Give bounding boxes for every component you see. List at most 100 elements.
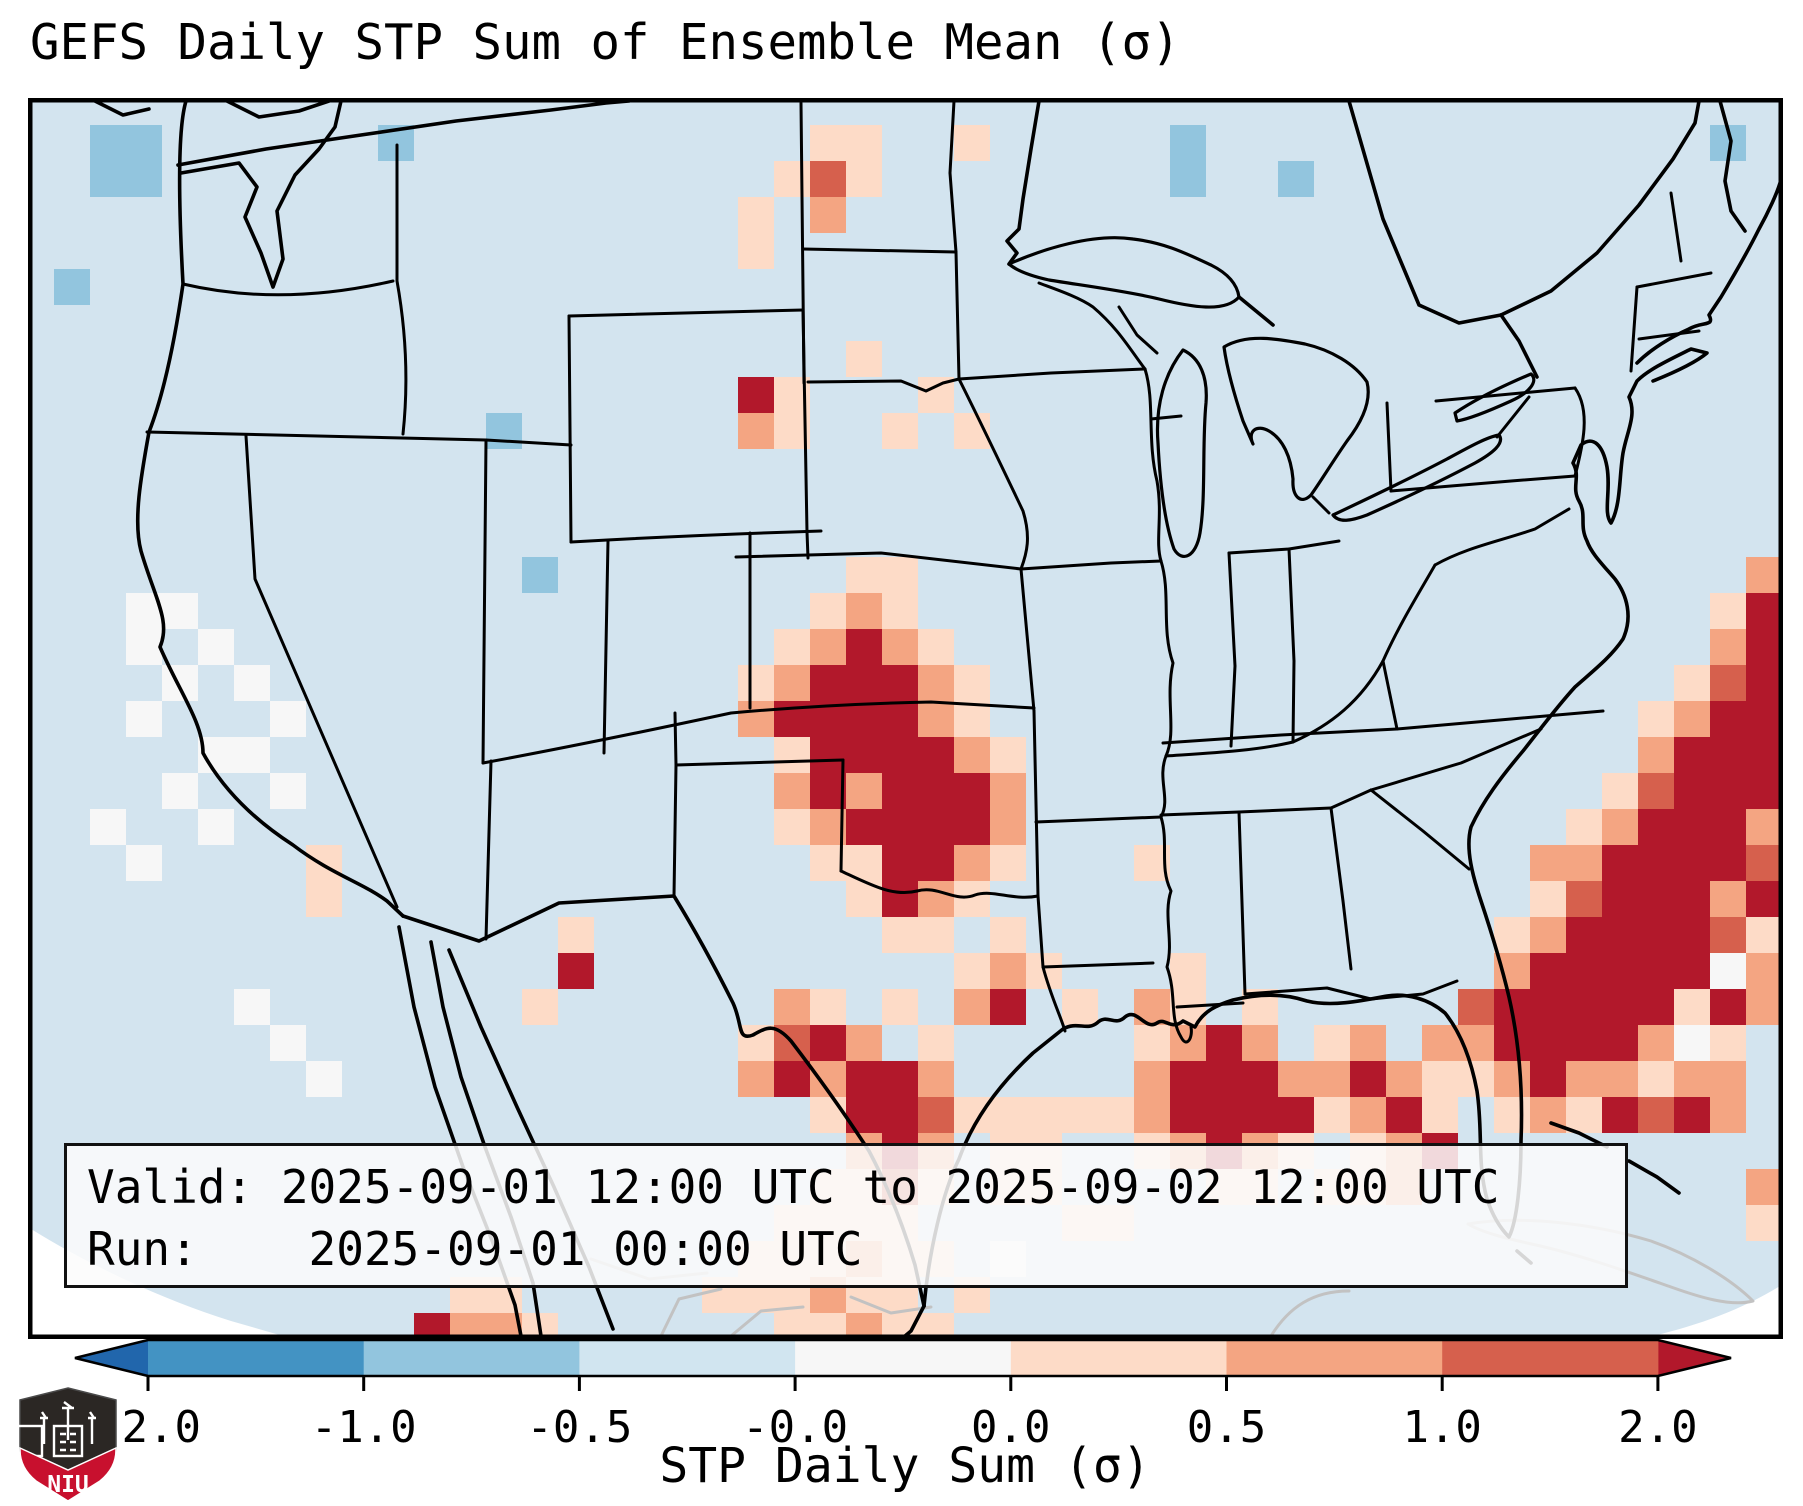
- heatmap-cell: [774, 1313, 810, 1336]
- colorbar-segment: [1226, 1340, 1443, 1376]
- heatmap-cell: [1710, 953, 1746, 989]
- heatmap-cell: [1746, 665, 1780, 701]
- heatmap-cell: [882, 413, 918, 449]
- heatmap-cell: [1710, 629, 1746, 665]
- heatmap-cell: [558, 953, 594, 989]
- heatmap-cell: [126, 161, 162, 197]
- heatmap-cell: [954, 665, 990, 701]
- heatmap-cell: [954, 737, 990, 773]
- heatmap-cell: [1602, 845, 1638, 881]
- heatmap-cell: [1638, 1025, 1674, 1061]
- heatmap-cell: [1746, 593, 1780, 629]
- heatmap-cell: [450, 1313, 486, 1336]
- conus-map: [31, 101, 1780, 1336]
- heatmap-cell: [774, 737, 810, 773]
- heatmap-cell: [1674, 1061, 1710, 1097]
- heatmap-cell: [1422, 1097, 1458, 1133]
- niu-red-band: [19, 1446, 117, 1502]
- heatmap-cell: [810, 593, 846, 629]
- heatmap-cell: [810, 773, 846, 809]
- heatmap-cell: [1170, 953, 1206, 989]
- colorbar-tick-label: 0.5: [1187, 1402, 1266, 1453]
- heatmap-cell: [234, 665, 270, 701]
- colorbar-tick-labels: -2.0 -1.0 -0.5 -0.0 0.0 0.5 1.0 2.0: [95, 1402, 1698, 1453]
- colorbar-segments: [74, 1338, 1732, 1378]
- heatmap-cell: [1602, 1025, 1638, 1061]
- heatmap-cell: [1746, 1169, 1780, 1205]
- heatmap-cell: [1638, 989, 1674, 1025]
- heatmap-cell: [882, 809, 918, 845]
- heatmap-cell: [810, 809, 846, 845]
- heatmap-cell: [990, 953, 1026, 989]
- heatmap-cell: [1494, 1025, 1530, 1061]
- heatmap-cell: [954, 989, 990, 1025]
- heatmap-cell: [1602, 809, 1638, 845]
- colorbar-segment: [148, 1340, 365, 1376]
- heatmap-cell: [1710, 917, 1746, 953]
- colorbar-segment: [579, 1340, 796, 1376]
- heatmap-cell: [1062, 989, 1098, 1025]
- heatmap-cell: [1170, 125, 1206, 161]
- heatmap-cell: [954, 953, 990, 989]
- heatmap-cell: [1674, 845, 1710, 881]
- heatmap-cell: [1026, 1097, 1062, 1133]
- heatmap-cell: [1350, 1025, 1386, 1061]
- heatmap-cell: [90, 125, 126, 161]
- heatmap-cell: [882, 665, 918, 701]
- heatmap-cell: [918, 701, 954, 737]
- heatmap-cell: [990, 989, 1026, 1025]
- heatmap-cell: [1566, 953, 1602, 989]
- heatmap-cell: [882, 989, 918, 1025]
- heatmap-cell: [1674, 917, 1710, 953]
- run-time-text: Run: 2025-09-01 00:00 UTC: [87, 1222, 863, 1276]
- heatmap-cell: [414, 1313, 450, 1336]
- heatmap-cell: [198, 809, 234, 845]
- heatmap-cell: [126, 845, 162, 881]
- heatmap-cell: [1710, 665, 1746, 701]
- heatmap-cell: [918, 845, 954, 881]
- heatmap-cell: [1674, 1025, 1710, 1061]
- heatmap-cell: [1566, 989, 1602, 1025]
- heatmap-cell: [1746, 953, 1780, 989]
- heatmap-cell: [1278, 1061, 1314, 1097]
- heatmap-cell: [1134, 1025, 1170, 1061]
- heatmap-cell: [1638, 1097, 1674, 1133]
- heatmap-cell: [1566, 881, 1602, 917]
- heatmap-cell: [810, 125, 846, 161]
- heatmap-cell: [1746, 773, 1780, 809]
- heatmap-cell: [1314, 1025, 1350, 1061]
- heatmap-cell: [126, 629, 162, 665]
- heatmap-cell: [1098, 1097, 1134, 1133]
- nodata-wedge-southeast: [1653, 1286, 1780, 1336]
- lake-erie: [1331, 433, 1503, 522]
- colorbar-tick-label: 2.0: [1618, 1402, 1697, 1453]
- heatmap-cell: [1206, 1061, 1242, 1097]
- heatmap-cell: [738, 1061, 774, 1097]
- heatmap-cell: [1134, 1061, 1170, 1097]
- heatmap-cell: [1746, 989, 1780, 1025]
- heatmap-cell: [1494, 1061, 1530, 1097]
- heatmap-cell: [1314, 1061, 1350, 1097]
- heatmap-cell: [306, 881, 342, 917]
- heatmap-cell: [1278, 1097, 1314, 1133]
- heatmap-cell: [1638, 701, 1674, 737]
- heatmap-cell: [882, 593, 918, 629]
- colorbar: -2.0 -1.0 -0.5 -0.0 0.0 0.5 1.0 2.0: [74, 1338, 1732, 1453]
- heatmap-cell: [1710, 845, 1746, 881]
- heatmap-cell: [1674, 701, 1710, 737]
- heatmap-cell: [1674, 881, 1710, 917]
- heatmap-cell: [810, 629, 846, 665]
- heatmap-cell: [990, 917, 1026, 953]
- heatmap-cell: [522, 557, 558, 593]
- heatmap-cell: [990, 809, 1026, 845]
- heatmap-cell: [1134, 1097, 1170, 1133]
- heatmap-cell: [1350, 1061, 1386, 1097]
- heatmap-cell: [1530, 845, 1566, 881]
- heatmap-cell: [738, 197, 774, 233]
- heatmap-cell: [810, 737, 846, 773]
- heatmap-cell: [738, 1025, 774, 1061]
- heatmap-cell: [846, 1025, 882, 1061]
- heatmap-cell: [90, 161, 126, 197]
- heatmap-cell: [1638, 773, 1674, 809]
